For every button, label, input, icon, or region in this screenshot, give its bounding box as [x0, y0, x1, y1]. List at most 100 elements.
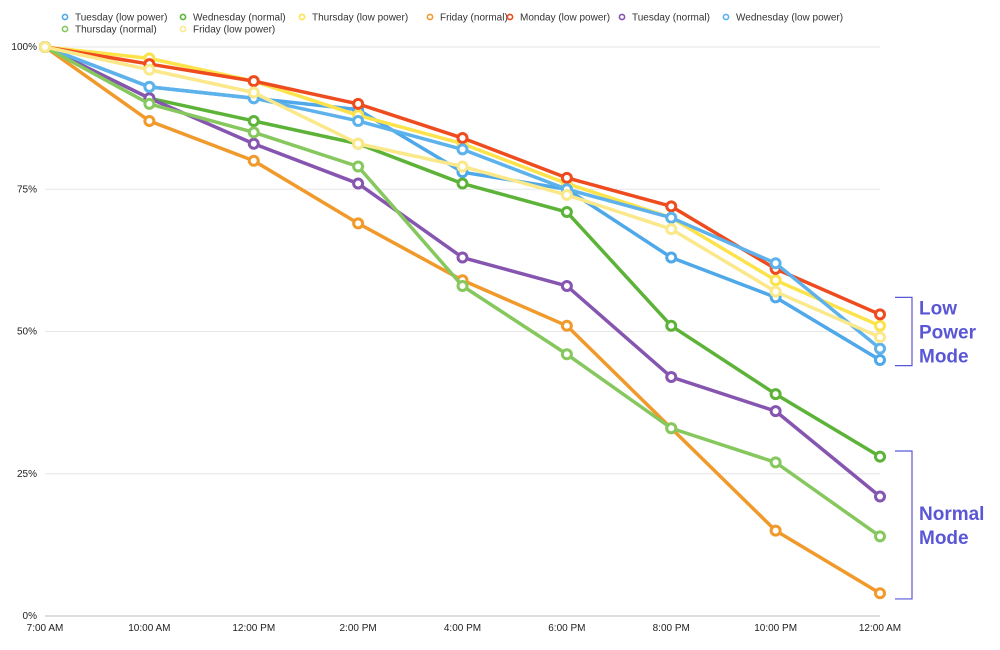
- series-lines: [39, 41, 886, 600]
- data-point: [456, 132, 469, 145]
- data-point: [769, 257, 782, 270]
- legend-label: Friday (low power): [193, 25, 275, 36]
- series-line: [43, 45, 882, 362]
- x-axis-ticks: 7:00 AM 10:00 AM 12:00 PM 2:00 PM 4:00 PM 6:0…: [27, 623, 901, 634]
- x-tick-label: 12:00 AM: [859, 623, 901, 634]
- series-line: [43, 45, 882, 595]
- y-axis-ticks: 0% 25% 50% 75% 100%: [11, 42, 37, 622]
- data-point: [352, 114, 365, 127]
- x-tick-label: 2:00 PM: [340, 623, 377, 634]
- data-point: [560, 348, 573, 361]
- data-point: [39, 41, 51, 53]
- legend-entry: Friday (normal): [426, 13, 508, 24]
- series-line: [43, 45, 882, 351]
- data-point: [560, 319, 573, 332]
- y-tick-label: 25%: [17, 469, 37, 480]
- x-tick-label: 8:00 PM: [653, 623, 690, 634]
- data-point: [456, 251, 469, 264]
- legend-label: Monday (low power): [520, 13, 610, 24]
- data-point: [560, 206, 573, 219]
- legend-entry: Tuesday (normal): [618, 13, 710, 24]
- data-point: [143, 63, 156, 76]
- data-point: [456, 279, 469, 292]
- legend-label: Tuesday (normal): [632, 13, 710, 24]
- data-point: [874, 530, 886, 543]
- data-point: [143, 80, 156, 93]
- data-point: [665, 422, 678, 435]
- data-point: [352, 97, 365, 110]
- x-tick-label: 10:00 PM: [754, 623, 797, 634]
- data-point: [247, 75, 260, 88]
- legend-entry: Friday (low power): [179, 25, 275, 36]
- legend-marker: [179, 13, 187, 21]
- y-tick-label: 50%: [17, 327, 37, 338]
- y-tick-label: 0%: [23, 611, 38, 622]
- data-point: [247, 86, 260, 99]
- legend-label: Wednesday (low power): [736, 13, 843, 24]
- legend-marker: [179, 25, 187, 33]
- series-8: [39, 41, 886, 344]
- mode-annotations: Low Power Mode Normal Mode: [895, 296, 984, 600]
- legend-entry: Monday (low power): [506, 13, 610, 24]
- data-point: [247, 126, 260, 139]
- data-point: [874, 319, 886, 332]
- series-3: [39, 41, 886, 600]
- legend-label: Thursday (normal): [75, 25, 157, 36]
- legend-marker: [61, 13, 69, 21]
- data-point: [769, 388, 782, 401]
- data-point: [560, 279, 573, 292]
- legend-label: Friday (normal): [440, 13, 508, 24]
- data-point: [769, 274, 782, 287]
- legend-marker: [506, 13, 514, 21]
- data-point: [665, 251, 678, 264]
- legend-entry: Thursday (normal): [61, 25, 157, 36]
- legend: Tuesday (low power) Wednesday (normal) Thu…: [61, 13, 843, 36]
- data-point: [874, 450, 886, 463]
- annotation-label: Low: [919, 299, 957, 320]
- x-tick-label: 6:00 PM: [548, 623, 585, 634]
- legend-label: Wednesday (normal): [193, 13, 286, 24]
- data-point: [665, 211, 678, 224]
- data-point: [665, 319, 678, 332]
- data-point: [874, 308, 886, 321]
- data-point: [665, 200, 678, 213]
- data-point: [456, 160, 469, 173]
- legend-label: Thursday (low power): [312, 13, 408, 24]
- annotation-label: Power: [919, 323, 977, 344]
- x-tick-label: 12:00 PM: [232, 623, 275, 634]
- data-point: [456, 143, 469, 156]
- data-point: [247, 154, 260, 167]
- data-point: [665, 371, 678, 384]
- data-point: [874, 353, 886, 366]
- y-tick-label: 75%: [17, 184, 37, 195]
- annotation-label: Mode: [919, 347, 969, 368]
- data-point: [874, 587, 886, 600]
- data-point: [352, 137, 365, 150]
- data-point: [874, 331, 886, 344]
- data-point: [769, 285, 782, 298]
- legend-marker: [61, 25, 69, 33]
- legend-entry: Wednesday (normal): [179, 13, 286, 24]
- annotation-label: Mode: [919, 528, 969, 549]
- legend-label: Tuesday (low power): [75, 13, 167, 24]
- bracket: [895, 450, 913, 600]
- series-6: [39, 41, 886, 355]
- series-line: [43, 45, 882, 499]
- data-point: [769, 456, 782, 469]
- data-point: [352, 160, 365, 173]
- annotation-1: Normal Mode: [895, 450, 984, 600]
- bracket: [895, 296, 913, 367]
- data-point: [247, 114, 260, 127]
- series-0: [39, 41, 886, 366]
- x-tick-label: 4:00 PM: [444, 623, 481, 634]
- x-tick-label: 7:00 AM: [27, 623, 64, 634]
- data-point: [247, 137, 260, 150]
- legend-marker: [618, 13, 626, 21]
- data-point: [769, 405, 782, 418]
- legend-entry: Tuesday (low power): [61, 13, 167, 24]
- grid-lines: [45, 46, 880, 617]
- legend-marker: [426, 13, 434, 21]
- data-point: [456, 177, 469, 190]
- y-tick-label: 100%: [11, 42, 37, 53]
